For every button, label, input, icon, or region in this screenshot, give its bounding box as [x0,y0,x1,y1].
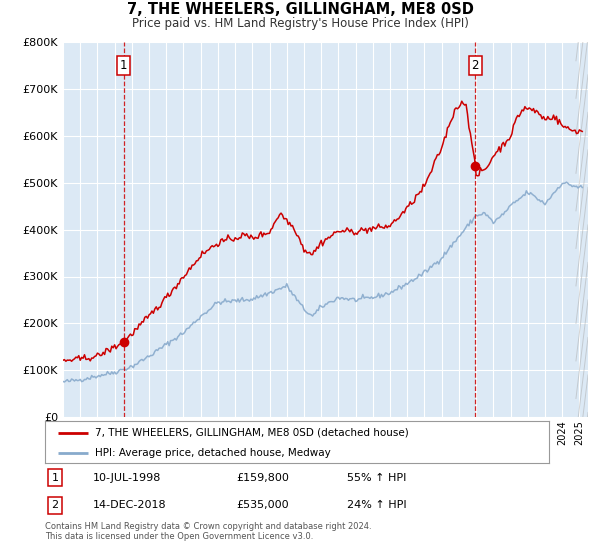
Text: 55% ↑ HPI: 55% ↑ HPI [347,473,407,483]
Text: £159,800: £159,800 [236,473,289,483]
Text: 7, THE WHEELERS, GILLINGHAM, ME8 0SD: 7, THE WHEELERS, GILLINGHAM, ME8 0SD [127,2,473,17]
Text: 1: 1 [120,59,128,72]
Text: 2: 2 [472,59,479,72]
Text: Price paid vs. HM Land Registry's House Price Index (HPI): Price paid vs. HM Land Registry's House … [131,17,469,30]
Text: 1: 1 [52,473,59,483]
Text: 7, THE WHEELERS, GILLINGHAM, ME8 0SD (detached house): 7, THE WHEELERS, GILLINGHAM, ME8 0SD (de… [95,428,409,438]
Text: HPI: Average price, detached house, Medway: HPI: Average price, detached house, Medw… [95,447,331,458]
Text: £535,000: £535,000 [236,500,289,510]
Text: 2: 2 [52,500,59,510]
Text: 10-JUL-1998: 10-JUL-1998 [93,473,161,483]
Text: 24% ↑ HPI: 24% ↑ HPI [347,500,407,510]
Text: 14-DEC-2018: 14-DEC-2018 [93,500,167,510]
Text: Contains HM Land Registry data © Crown copyright and database right 2024.
This d: Contains HM Land Registry data © Crown c… [45,522,371,542]
